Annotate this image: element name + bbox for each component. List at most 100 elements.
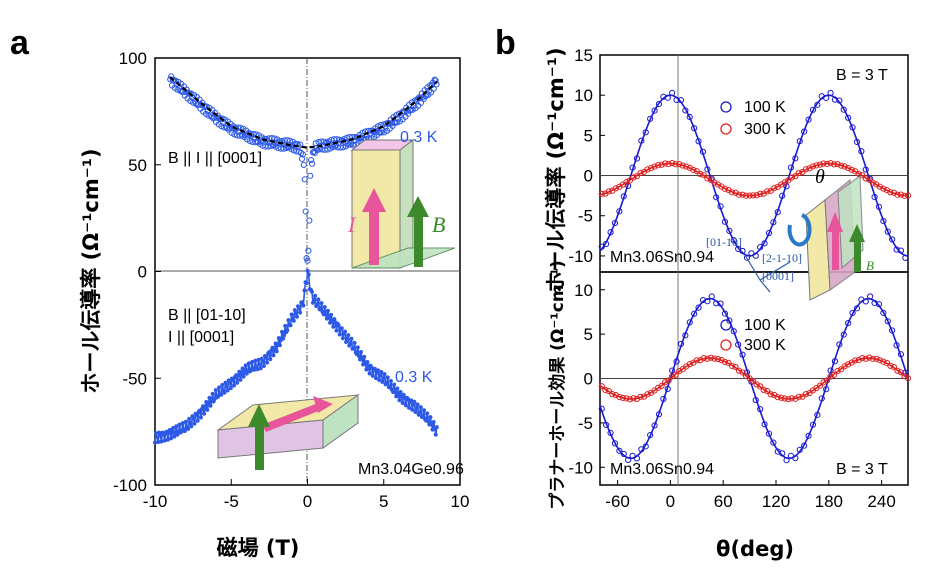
point-b2-1-9 — [630, 395, 637, 402]
point-b1-1-15 — [651, 163, 658, 170]
point-a-perp-173 — [337, 332, 342, 337]
fit-line-a — [169, 76, 438, 149]
point-b2-1-27 — [693, 357, 700, 364]
point-a-perp-196 — [362, 354, 367, 359]
point-b2-1-4 — [612, 391, 619, 399]
point-b2-1-76 — [866, 354, 873, 361]
point-b1-0-9 — [638, 137, 645, 144]
point-b2-0-46 — [801, 442, 808, 449]
point-a-perp-99 — [258, 366, 263, 371]
point-a-perp-132 — [293, 311, 298, 316]
point-a-perp-128 — [289, 312, 294, 317]
point-a-perp-162 — [325, 308, 330, 313]
point-b1-0-69 — [902, 254, 909, 261]
point-b1-1-49 — [771, 185, 778, 192]
point-a-perp-140 — [302, 288, 307, 293]
point-b2-0-21 — [691, 310, 698, 317]
point-b2-0-11 — [647, 431, 654, 439]
point-b2-1-8 — [626, 396, 634, 403]
point-b1-0-21 — [691, 125, 698, 132]
fit-line-b1-1 — [599, 162, 908, 197]
point-b2-0-67 — [893, 342, 900, 349]
point-b1-0-53 — [831, 96, 839, 103]
inset-parallel-diagram: I B — [347, 138, 456, 270]
point-b1-1-42 — [746, 192, 753, 199]
point-b2-0-55 — [840, 331, 847, 338]
point-a-parallel-147 — [301, 176, 308, 183]
point-b2-0-50 — [818, 395, 825, 402]
x-tick-label-b-2: 60 — [714, 492, 733, 511]
point-b1-1-56 — [795, 169, 802, 177]
point-b2-0-4 — [616, 447, 623, 454]
point-b2-0-1 — [603, 421, 610, 429]
point-b2-1-58 — [802, 390, 810, 398]
point-b1-1-69 — [841, 163, 848, 170]
point-a-perp-71 — [228, 386, 233, 391]
point-b2-0-8 — [633, 455, 641, 462]
point-a-perp-15 — [169, 436, 174, 441]
point-b2-1-62 — [816, 382, 824, 389]
y-tick-label-b1-3: 0 — [584, 167, 593, 186]
point-b1-1-62 — [816, 161, 824, 168]
point-b1-0-23 — [699, 148, 707, 155]
point-a-perp-108 — [268, 357, 273, 362]
point-a-perp-31 — [186, 426, 191, 431]
point-b2-1-46 — [760, 386, 767, 393]
dir-label-2: [2-1-10] — [762, 251, 802, 265]
y-tick-label-b2-3: -5 — [578, 414, 593, 433]
y-tick-label-b2-1: 5 — [584, 325, 593, 344]
point-b2-1-78 — [873, 355, 880, 362]
point-b2-1-40 — [739, 369, 746, 376]
point-b1-0-38 — [765, 229, 773, 237]
point-b2-1-33 — [714, 355, 722, 363]
point-a-perp-78 — [236, 373, 241, 378]
point-b1-0-27 — [717, 203, 724, 210]
point-b2-1-34 — [718, 356, 725, 364]
point-b1-1-60 — [809, 163, 817, 170]
point-b1-1-54 — [788, 174, 795, 181]
point-a-parallel-168 — [320, 138, 328, 145]
point-a-perp-16 — [170, 430, 175, 435]
point-a-perp-218 — [385, 375, 390, 380]
label-perp-1: B || [01-10] — [168, 307, 246, 324]
point-a-perp-46 — [202, 411, 207, 416]
x-tick-label-a-4: 10 — [451, 492, 470, 511]
point-a-perp-97 — [256, 357, 261, 362]
point-b1-0-15 — [664, 94, 671, 101]
point-b2-1-79 — [876, 357, 883, 364]
point-a-perp-60 — [217, 385, 222, 390]
point-a-parallel-70 — [231, 131, 238, 138]
point-a-perp-179 — [344, 339, 349, 344]
point-a-parallel-37 — [201, 102, 208, 109]
point-b1-1-23 — [679, 162, 686, 169]
label-parallel: B || I || [0001] — [168, 150, 262, 167]
point-a-perp-54 — [210, 391, 215, 396]
point-a-perp-160 — [323, 312, 328, 317]
point-b2-1-30 — [704, 355, 711, 362]
point-b2-1-6 — [619, 394, 626, 402]
point-a-parallel-143 — [297, 149, 305, 157]
point-a-parallel-142 — [297, 141, 304, 148]
point-b2-1-29 — [700, 354, 707, 362]
y-tick-label-b1-4: -5 — [578, 207, 593, 226]
point-b2-1-80 — [880, 358, 887, 365]
point-a-perp-264 — [434, 425, 439, 430]
point-b1-0-33 — [743, 254, 751, 261]
point-b1-1-32 — [711, 179, 718, 186]
point-a-perp-252 — [422, 408, 427, 413]
point-a-perp-176 — [340, 336, 345, 341]
point-b1-1-71 — [848, 166, 855, 173]
point-b1-1-55 — [792, 173, 799, 180]
point-b1-0-36 — [757, 244, 764, 251]
point-b2-0-3 — [611, 440, 619, 447]
point-b2-0-23 — [699, 296, 707, 304]
point-b2-1-84 — [894, 367, 901, 374]
point-b1-1-82 — [887, 189, 894, 196]
point-b2-0-33 — [743, 369, 751, 376]
point-b1-0-43 — [787, 164, 795, 171]
point-a-perp-232 — [400, 400, 405, 405]
point-b1-1-22 — [676, 161, 683, 168]
point-b2-0-6 — [625, 456, 632, 463]
point-a-perp-255 — [425, 411, 430, 416]
point-b2-1-74 — [859, 354, 866, 362]
